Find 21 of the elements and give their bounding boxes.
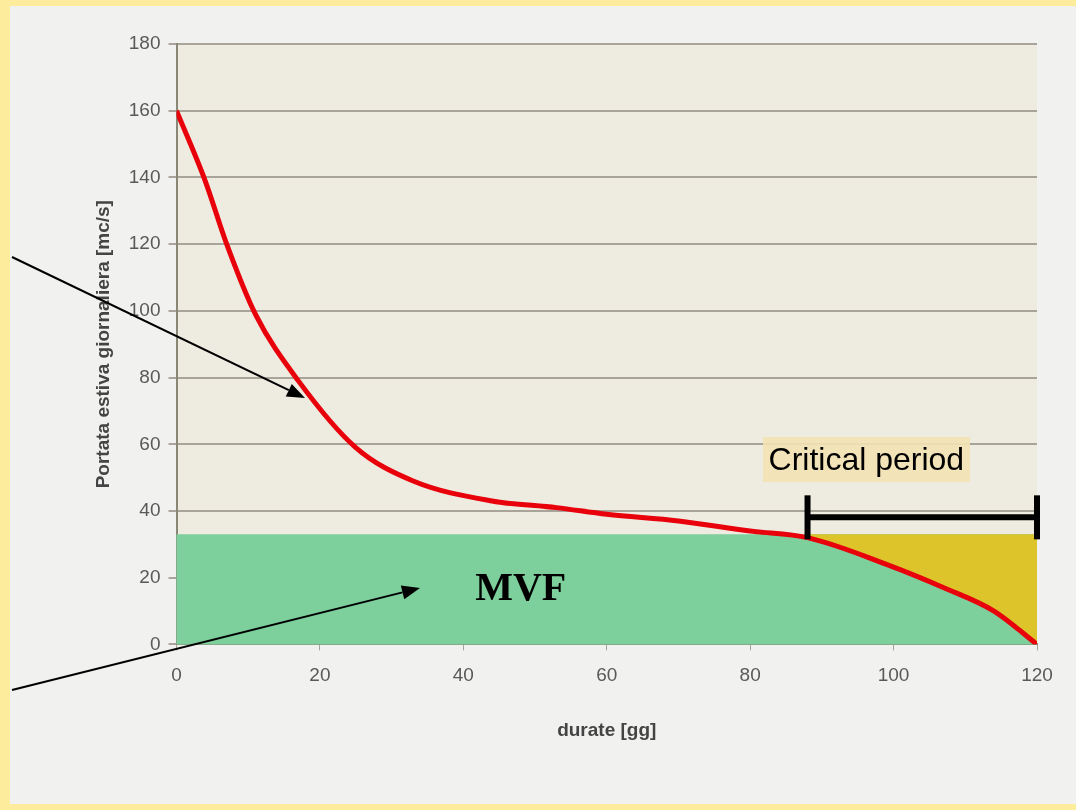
x-axis-title: durate [gg] [557, 718, 657, 740]
y-tick-label: 160 [128, 98, 161, 120]
y-tick-label: 20 [139, 565, 161, 587]
y-tick-label: 100 [128, 299, 161, 321]
x-tick-label: 60 [596, 664, 618, 686]
x-tick-label: 40 [452, 664, 474, 686]
x-tick-label: 80 [739, 664, 761, 686]
band-label: Critical period [762, 437, 971, 483]
y-axis-title: Portata estiva giornaliera [mc/s] [91, 200, 113, 489]
y-tick-label: 80 [139, 365, 161, 387]
x-tick-label: 100 [877, 664, 910, 686]
y-tick-label: 40 [139, 499, 161, 521]
y-tick-label: 180 [128, 32, 161, 54]
x-tick-label: 120 [1021, 664, 1053, 686]
x-tick-label: 0 [171, 664, 182, 686]
y-tick-label: 0 [149, 632, 161, 654]
y-tick-label: 60 [139, 432, 161, 454]
y-tick-label: 140 [128, 165, 161, 187]
band-label: MVF [475, 563, 567, 609]
x-tick-label: 20 [309, 664, 331, 686]
y-tick-label: 120 [128, 232, 161, 254]
